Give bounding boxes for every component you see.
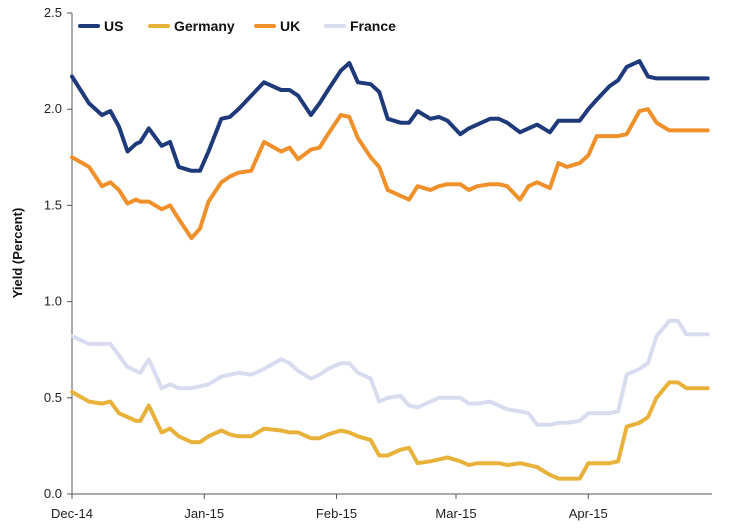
series-layer [70, 59, 710, 481]
y-axis-title: Yield (Percent) [10, 208, 25, 299]
x-tick-label: Apr-15 [569, 506, 608, 521]
y-tick-label: 1.5 [44, 197, 62, 212]
series-line-us [70, 59, 710, 173]
y-tick-label: 1.0 [44, 294, 62, 309]
series-line-france [70, 318, 710, 427]
y-tick-label: 0.5 [44, 390, 62, 405]
series-line-uk [70, 107, 710, 241]
x-tick-label: Dec-14 [51, 506, 93, 521]
x-tick-label: Jan-15 [184, 506, 224, 521]
legend-label-uk: UK [280, 18, 300, 34]
x-tick-label: Feb-15 [316, 506, 357, 521]
legend-label-us: US [104, 18, 123, 34]
plot-area [70, 13, 712, 495]
legend: US Germany UK France [78, 18, 396, 34]
y-tick-label: 2.0 [44, 101, 62, 116]
x-tick-label: Mar-15 [435, 506, 476, 521]
legend-label-france: France [350, 18, 396, 34]
legend-label-germany: Germany [174, 18, 235, 34]
y-tick-label: 2.5 [44, 5, 62, 20]
y-tick-labels: 0.0 0.5 1.0 1.5 2.0 2.5 [44, 5, 72, 501]
y-tick-label: 0.0 [44, 486, 62, 501]
series-line-germany [70, 380, 710, 481]
x-tick-labels: Dec-14 Jan-15 Feb-15 Mar-15 Apr-15 [51, 494, 608, 521]
